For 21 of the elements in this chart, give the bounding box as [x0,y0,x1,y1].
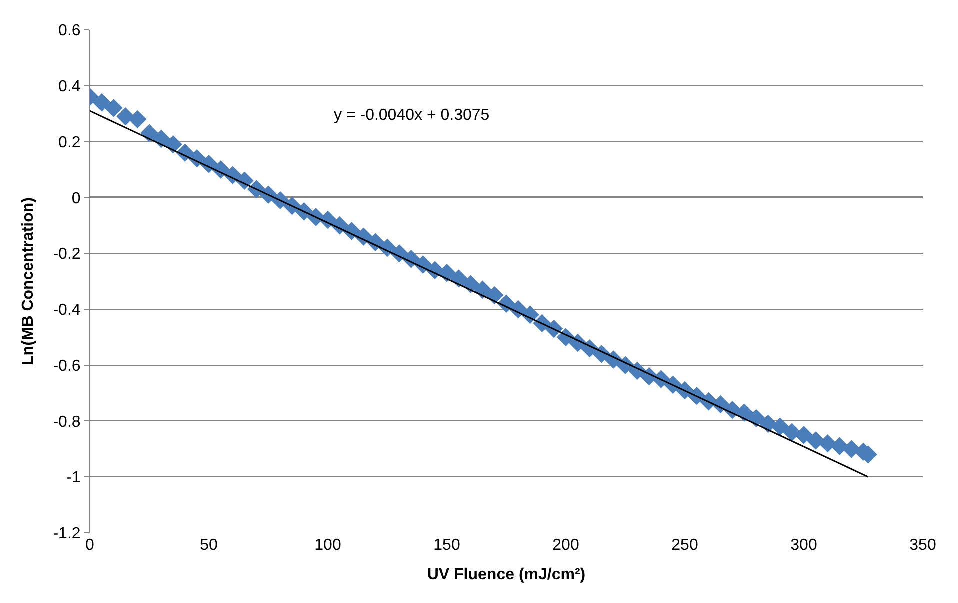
y-tick-label: -0.4 [53,302,81,320]
x-tick-label: 50 [200,537,218,554]
y-tick-label: 0 [72,190,81,208]
y-tick-label: -1 [66,470,81,487]
annotation: y = -0.0040x + 0.3075 [334,107,490,124]
x-tick-label: 0 [86,537,95,554]
y-axis-title: Ln(MB Concentration) [20,198,38,366]
y-tick-label: 0.2 [58,134,81,152]
x-tick-label: 350 [910,537,936,554]
y-tick-label: -0.8 [53,414,81,431]
y-tick-label: 0.4 [58,78,81,96]
x-tick-label: 100 [314,537,342,554]
x-tick-label: 250 [672,537,698,554]
x-tick-label: 300 [790,537,818,554]
y-tick-label: -0.6 [53,358,81,375]
x-tick-label: 150 [434,537,460,554]
y-tick-label: -0.2 [53,246,81,264]
y-tick-label: 0.6 [58,22,81,40]
x-tick-label: 200 [552,537,580,554]
y-tick-label: -1.2 [53,526,81,543]
x-axis-title: UV Fluence (mJ/cm²) [427,566,586,584]
